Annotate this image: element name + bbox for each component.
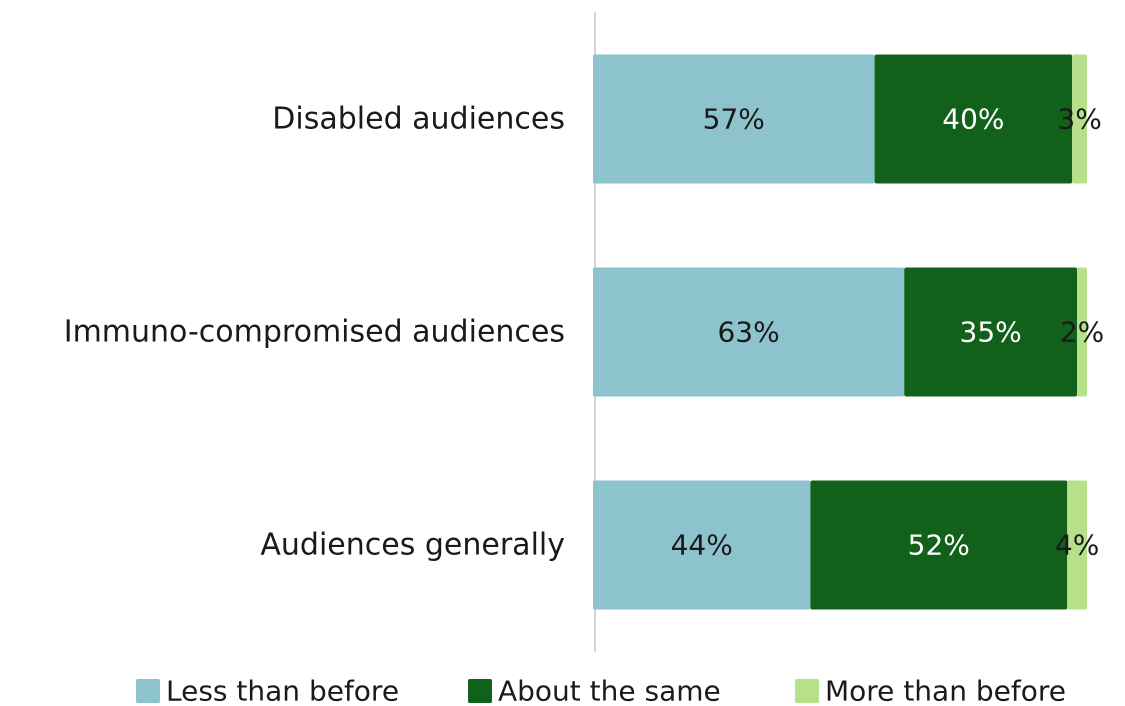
bar-segment-2-0: [1072, 54, 1087, 184]
data-label-1-1: 35%: [960, 316, 1022, 349]
bar-segment-2-1: [1077, 267, 1087, 397]
bar-segment-2-2: [1067, 480, 1087, 610]
legend-label-0: Less than before: [166, 675, 399, 706]
bar-segment-1-2: [810, 480, 1068, 610]
bar-segment-0-0: [593, 54, 875, 184]
bar-segment-0-1: [593, 267, 905, 397]
data-label-0-2: 44%: [671, 529, 733, 562]
legend-swatch-2: [795, 679, 819, 703]
data-label-0-0: 57%: [703, 103, 765, 136]
data-label-1-2: 52%: [908, 529, 970, 562]
data-label-2-1: 2%: [1060, 316, 1104, 349]
category-label-0: Disabled audiences: [272, 102, 565, 137]
legend: Less than before About the same More than …: [136, 675, 1066, 706]
data-label-1-0: 40%: [942, 103, 1004, 136]
category-labels: Disabled audiences Immuno-compromised aud…: [64, 102, 565, 563]
bar-segment-1-0: [874, 54, 1073, 184]
legend-label-2: More than before: [825, 675, 1066, 706]
data-label-2-0: 3%: [1057, 103, 1101, 136]
data-label-0-1: 63%: [717, 316, 779, 349]
legend-swatch-1: [468, 679, 492, 703]
plot-area: 57% 40% 3% 63% 35% 2% 44% 52% 4%: [593, 54, 1104, 610]
legend-label-1: About the same: [498, 675, 721, 706]
bar-segment-0-2: [593, 480, 811, 610]
category-label-1: Immuno-compromised audiences: [64, 315, 565, 350]
bar-segment-1-1: [904, 267, 1078, 397]
data-label-2-2: 4%: [1055, 529, 1099, 562]
legend-swatch-0: [136, 679, 160, 703]
category-label-2: Audiences generally: [260, 528, 565, 563]
